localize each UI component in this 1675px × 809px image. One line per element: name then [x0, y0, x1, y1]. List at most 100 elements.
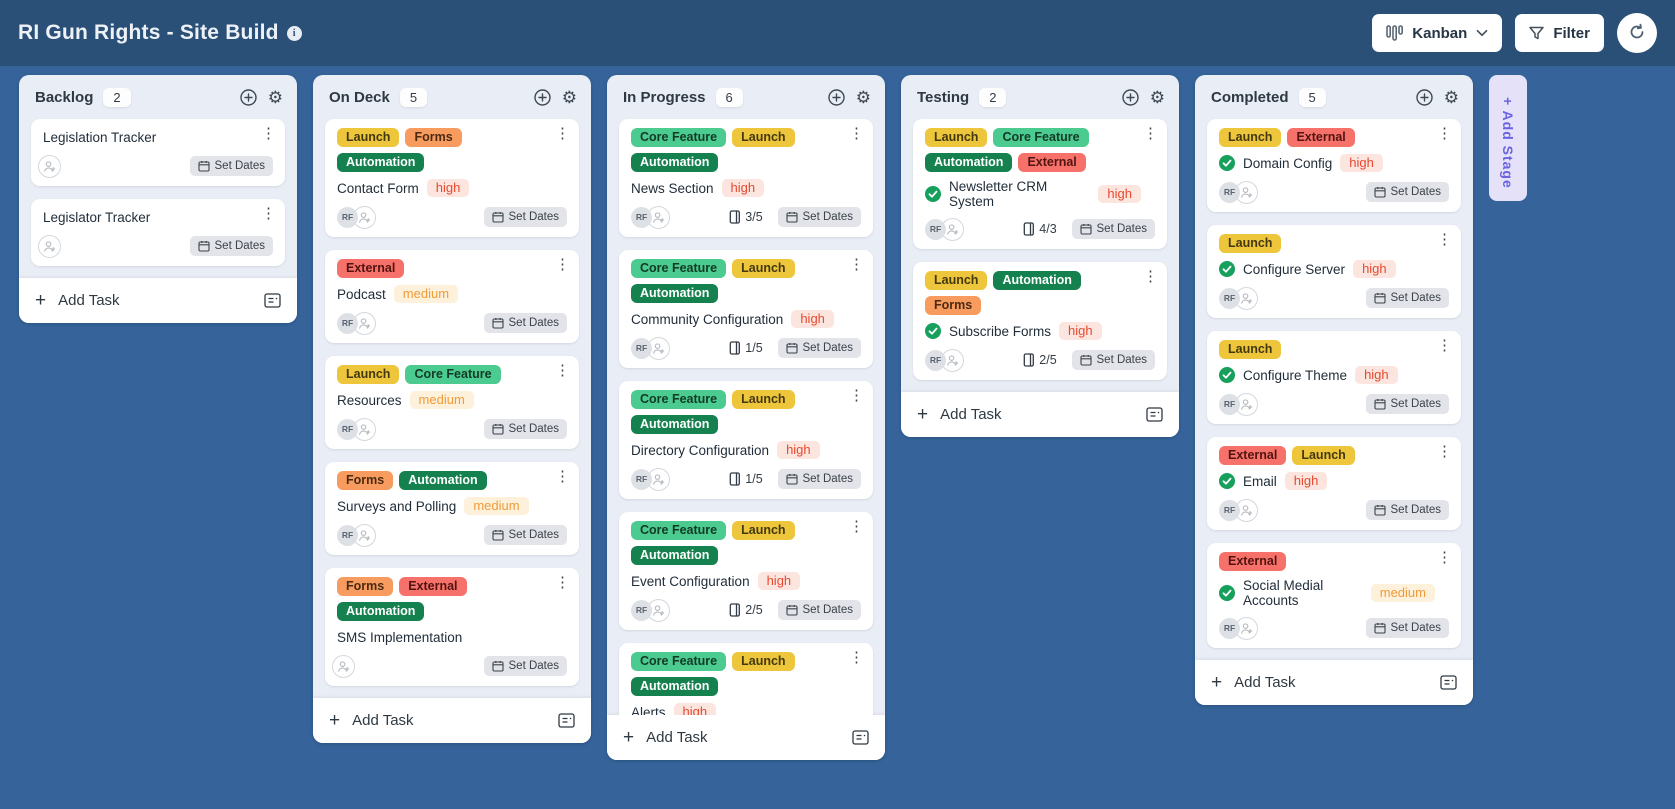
set-dates-button[interactable]: Set Dates [189, 156, 273, 176]
set-dates-button[interactable]: Set Dates [777, 338, 861, 358]
task-card[interactable]: ⋮ Forms External Automation SMS Implementa… [325, 568, 579, 686]
add-card-icon[interactable] [828, 89, 845, 106]
add-card-icon[interactable] [1416, 89, 1433, 106]
task-card[interactable]: ⋮ Core Feature Launch Automation News Sect… [619, 119, 873, 237]
card-menu-icon[interactable]: ⋮ [1437, 337, 1452, 354]
set-dates-button[interactable]: Set Dates [1365, 618, 1449, 638]
set-dates-button[interactable]: Set Dates [1365, 394, 1449, 414]
card-menu-icon[interactable]: ⋮ [849, 256, 864, 273]
avatar[interactable]: RF [631, 468, 652, 490]
add-task-button[interactable]: + Add Task [313, 698, 591, 743]
task-card[interactable]: ⋮ Legislation Tracker [31, 119, 285, 186]
card-menu-icon[interactable]: ⋮ [1437, 443, 1452, 460]
refresh-button[interactable] [1617, 13, 1657, 53]
add-card-icon[interactable] [240, 89, 257, 106]
card-menu-icon[interactable]: ⋮ [1437, 549, 1452, 566]
avatar[interactable]: RF [631, 599, 652, 621]
set-dates-button[interactable]: Set Dates [777, 469, 861, 489]
column-settings-icon[interactable]: ⚙ [855, 88, 871, 107]
set-dates-button[interactable]: Set Dates [483, 656, 567, 676]
task-card[interactable]: ⋮ Core Feature Launch Automation Event Con… [619, 512, 873, 630]
task-title: Email [1243, 473, 1277, 489]
add-card-icon[interactable] [534, 89, 551, 106]
avatar[interactable]: RF [1219, 393, 1240, 415]
add-card-icon[interactable] [1122, 89, 1139, 106]
task-card[interactable]: ⋮ External Podcast medium RF [325, 250, 579, 343]
task-card[interactable]: ⋮ Core Feature Launch Automation Directory… [619, 381, 873, 499]
card-menu-icon[interactable]: ⋮ [1143, 125, 1158, 142]
card-menu-icon[interactable]: ⋮ [849, 518, 864, 535]
avatar[interactable]: RF [1219, 181, 1240, 203]
add-task-button[interactable]: + Add Task [901, 392, 1179, 437]
task-card[interactable]: ⋮ Core Feature Launch Automation Alerts hi… [619, 643, 873, 715]
avatar[interactable]: RF [925, 349, 946, 371]
task-card[interactable]: ⋮ Forms Automation Surveys and Polling me… [325, 462, 579, 555]
avatar[interactable]: RF [925, 218, 946, 240]
set-dates-button[interactable]: Set Dates [1071, 350, 1155, 370]
task-card[interactable]: ⋮ Launch Forms Automation Contact Form hig… [325, 119, 579, 237]
column-settings-icon[interactable]: ⚙ [561, 88, 577, 107]
card-menu-icon[interactable]: ⋮ [261, 205, 276, 222]
set-dates-button[interactable]: Set Dates [483, 419, 567, 439]
task-card[interactable]: ⋮ Launch Core Feature Resources medium RF [325, 356, 579, 449]
add-task-button[interactable]: + Add Task [19, 278, 297, 323]
card-menu-icon[interactable]: ⋮ [555, 125, 570, 142]
note-icon [558, 713, 575, 728]
tag-badge: Launch [1219, 234, 1282, 253]
task-card[interactable]: ⋮ Core Feature Launch Automation Community… [619, 250, 873, 368]
add-assignee-icon[interactable] [38, 154, 61, 178]
avatar[interactable]: RF [1219, 287, 1240, 309]
card-menu-icon[interactable]: ⋮ [555, 468, 570, 485]
card-menu-icon[interactable]: ⋮ [261, 125, 276, 142]
card-menu-icon[interactable]: ⋮ [1437, 231, 1452, 248]
set-dates-button[interactable]: Set Dates [777, 600, 861, 620]
info-icon[interactable]: i [286, 25, 302, 41]
task-card[interactable]: ⋮ Launch Core Feature Automation External N… [913, 119, 1167, 249]
avatar[interactable]: RF [631, 337, 652, 359]
avatar[interactable]: RF [337, 418, 358, 440]
card-menu-icon[interactable]: ⋮ [849, 387, 864, 404]
avatar[interactable]: RF [1219, 617, 1240, 639]
task-card[interactable]: ⋮ External Launch Email high RF [1207, 437, 1461, 530]
column-settings-icon[interactable]: ⚙ [1443, 88, 1459, 107]
add-assignee-icon[interactable] [332, 654, 355, 678]
set-dates-button[interactable]: Set Dates [1365, 500, 1449, 520]
avatar[interactable]: RF [337, 206, 358, 228]
task-card[interactable]: ⋮ Launch Configure Server high RF [1207, 225, 1461, 318]
card-menu-icon[interactable]: ⋮ [1143, 268, 1158, 285]
filter-button[interactable]: Filter [1515, 14, 1604, 52]
add-task-button[interactable]: + Add Task [1195, 660, 1473, 705]
add-stage-button[interactable]: + Add Stage [1489, 75, 1527, 201]
set-dates-button[interactable]: Set Dates [483, 207, 567, 227]
task-card[interactable]: ⋮ Launch External Domain Config high RF [1207, 119, 1461, 212]
card-menu-icon[interactable]: ⋮ [555, 574, 570, 591]
avatar[interactable]: RF [337, 312, 358, 334]
set-dates-button[interactable]: Set Dates [1365, 182, 1449, 202]
set-dates-button[interactable]: Set Dates [483, 313, 567, 333]
avatar[interactable]: RF [337, 524, 358, 546]
tag-badge: Core Feature [993, 128, 1089, 147]
column-settings-icon[interactable]: ⚙ [267, 88, 283, 107]
card-menu-icon[interactable]: ⋮ [849, 649, 864, 666]
task-card[interactable]: ⋮ Launch Configure Theme high RF [1207, 331, 1461, 424]
column-task-count: 5 [1298, 88, 1326, 107]
task-card[interactable]: ⋮ Legislator Tracker [31, 199, 285, 266]
task-card[interactable]: ⋮ Launch Automation Forms Subscribe Forms … [913, 262, 1167, 380]
card-menu-icon[interactable]: ⋮ [849, 125, 864, 142]
set-dates-button[interactable]: Set Dates [1365, 288, 1449, 308]
card-menu-icon[interactable]: ⋮ [555, 362, 570, 379]
set-dates-button[interactable]: Set Dates [189, 236, 273, 256]
set-dates-button[interactable]: Set Dates [1071, 219, 1155, 239]
avatar[interactable]: RF [1219, 499, 1240, 521]
card-menu-icon[interactable]: ⋮ [555, 256, 570, 273]
set-dates-button[interactable]: Set Dates [483, 525, 567, 545]
view-switcher-button[interactable]: Kanban [1372, 14, 1503, 52]
add-assignee-icon[interactable] [38, 234, 61, 258]
avatar[interactable]: RF [631, 206, 652, 228]
task-card[interactable]: ⋮ External Social Medial Accounts medium… [1207, 543, 1461, 648]
card-menu-icon[interactable]: ⋮ [1437, 125, 1452, 142]
column-settings-icon[interactable]: ⚙ [1149, 88, 1165, 107]
add-task-button[interactable]: + Add Task [607, 715, 885, 760]
set-dates-button[interactable]: Set Dates [777, 207, 861, 227]
view-switcher-label: Kanban [1412, 24, 1468, 42]
